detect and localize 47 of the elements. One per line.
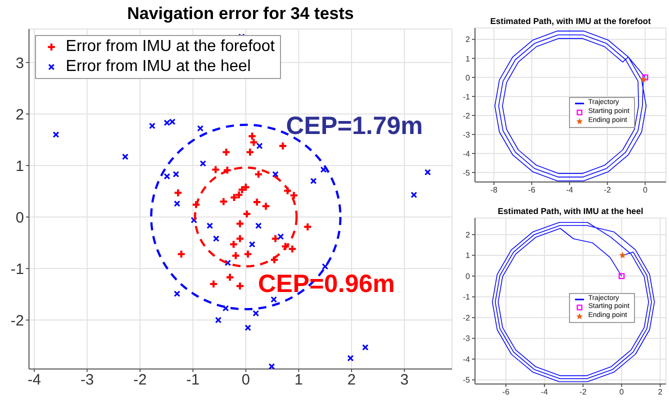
y-tick-label: 2 bbox=[466, 230, 471, 240]
chart-title: Estimated Path, with IMU at the forefoot bbox=[489, 16, 652, 26]
legend-label: Error from IMU at the heel bbox=[66, 57, 251, 77]
y-tick-label: -5 bbox=[462, 376, 471, 385]
y-tick-label: 1 bbox=[466, 251, 471, 260]
x-tick-label: -8 bbox=[490, 186, 498, 195]
y-tick-label: -3 bbox=[462, 130, 471, 140]
x-tick-label: -6 bbox=[528, 186, 536, 195]
y-tick-label: -5 bbox=[462, 168, 471, 178]
x-tick-label: 0 bbox=[642, 186, 648, 195]
y-tick-label: 2 bbox=[16, 106, 24, 124]
y-tick-label: 0 bbox=[466, 73, 471, 82]
y-tick-label: 0 bbox=[16, 209, 24, 226]
x-tick-label: -3 bbox=[80, 372, 94, 389]
y-tick-label: 1 bbox=[16, 158, 24, 175]
y-tick-label: -4 bbox=[462, 149, 471, 158]
x-tick-label: -4 bbox=[566, 186, 574, 195]
y-tick-label: -1 bbox=[10, 260, 24, 278]
x-tick-label: -1 bbox=[186, 372, 200, 389]
y-tick-label: 2 bbox=[466, 35, 471, 44]
x-tick-label: 3 bbox=[400, 372, 409, 389]
y-tick-label: -2 bbox=[462, 313, 471, 322]
annotation: CEP=0.96m bbox=[258, 270, 395, 299]
y-tick-label: -3 bbox=[462, 334, 471, 344]
x-tick-label: 0 bbox=[242, 372, 250, 389]
y-tick-label: -4 bbox=[462, 354, 471, 364]
y-tick-label: -1 bbox=[462, 292, 471, 302]
annotation: CEP=1.79m bbox=[286, 112, 423, 141]
y-tick-label: 1 bbox=[466, 54, 471, 64]
x-tick-label: 2 bbox=[347, 372, 356, 389]
x-tick-label: -4 bbox=[540, 388, 549, 397]
x-tick-label: -2 bbox=[604, 186, 612, 195]
x-tick-label: 2 bbox=[658, 388, 663, 397]
y-tick-label: -2 bbox=[10, 312, 24, 330]
y-tick-label: 3 bbox=[16, 54, 24, 72]
x-tick-label: -4 bbox=[28, 372, 41, 389]
x-tick-label: 1 bbox=[294, 372, 303, 389]
y-tick-label: -2 bbox=[462, 111, 471, 120]
x-tick-label: -2 bbox=[133, 372, 147, 389]
chart-title: Navigation error for 34 tests bbox=[126, 4, 355, 24]
chart-title: Estimated Path, with IMU at the heel bbox=[496, 206, 644, 216]
x-tick-label: -2 bbox=[579, 388, 588, 397]
y-tick-label: -1 bbox=[462, 92, 471, 102]
x-tick-label: -6 bbox=[502, 388, 510, 397]
y-tick-label: 0 bbox=[466, 272, 471, 281]
legend-label: Error from IMU at the forefoot bbox=[66, 37, 275, 57]
x-tick-label: 0 bbox=[619, 388, 624, 397]
